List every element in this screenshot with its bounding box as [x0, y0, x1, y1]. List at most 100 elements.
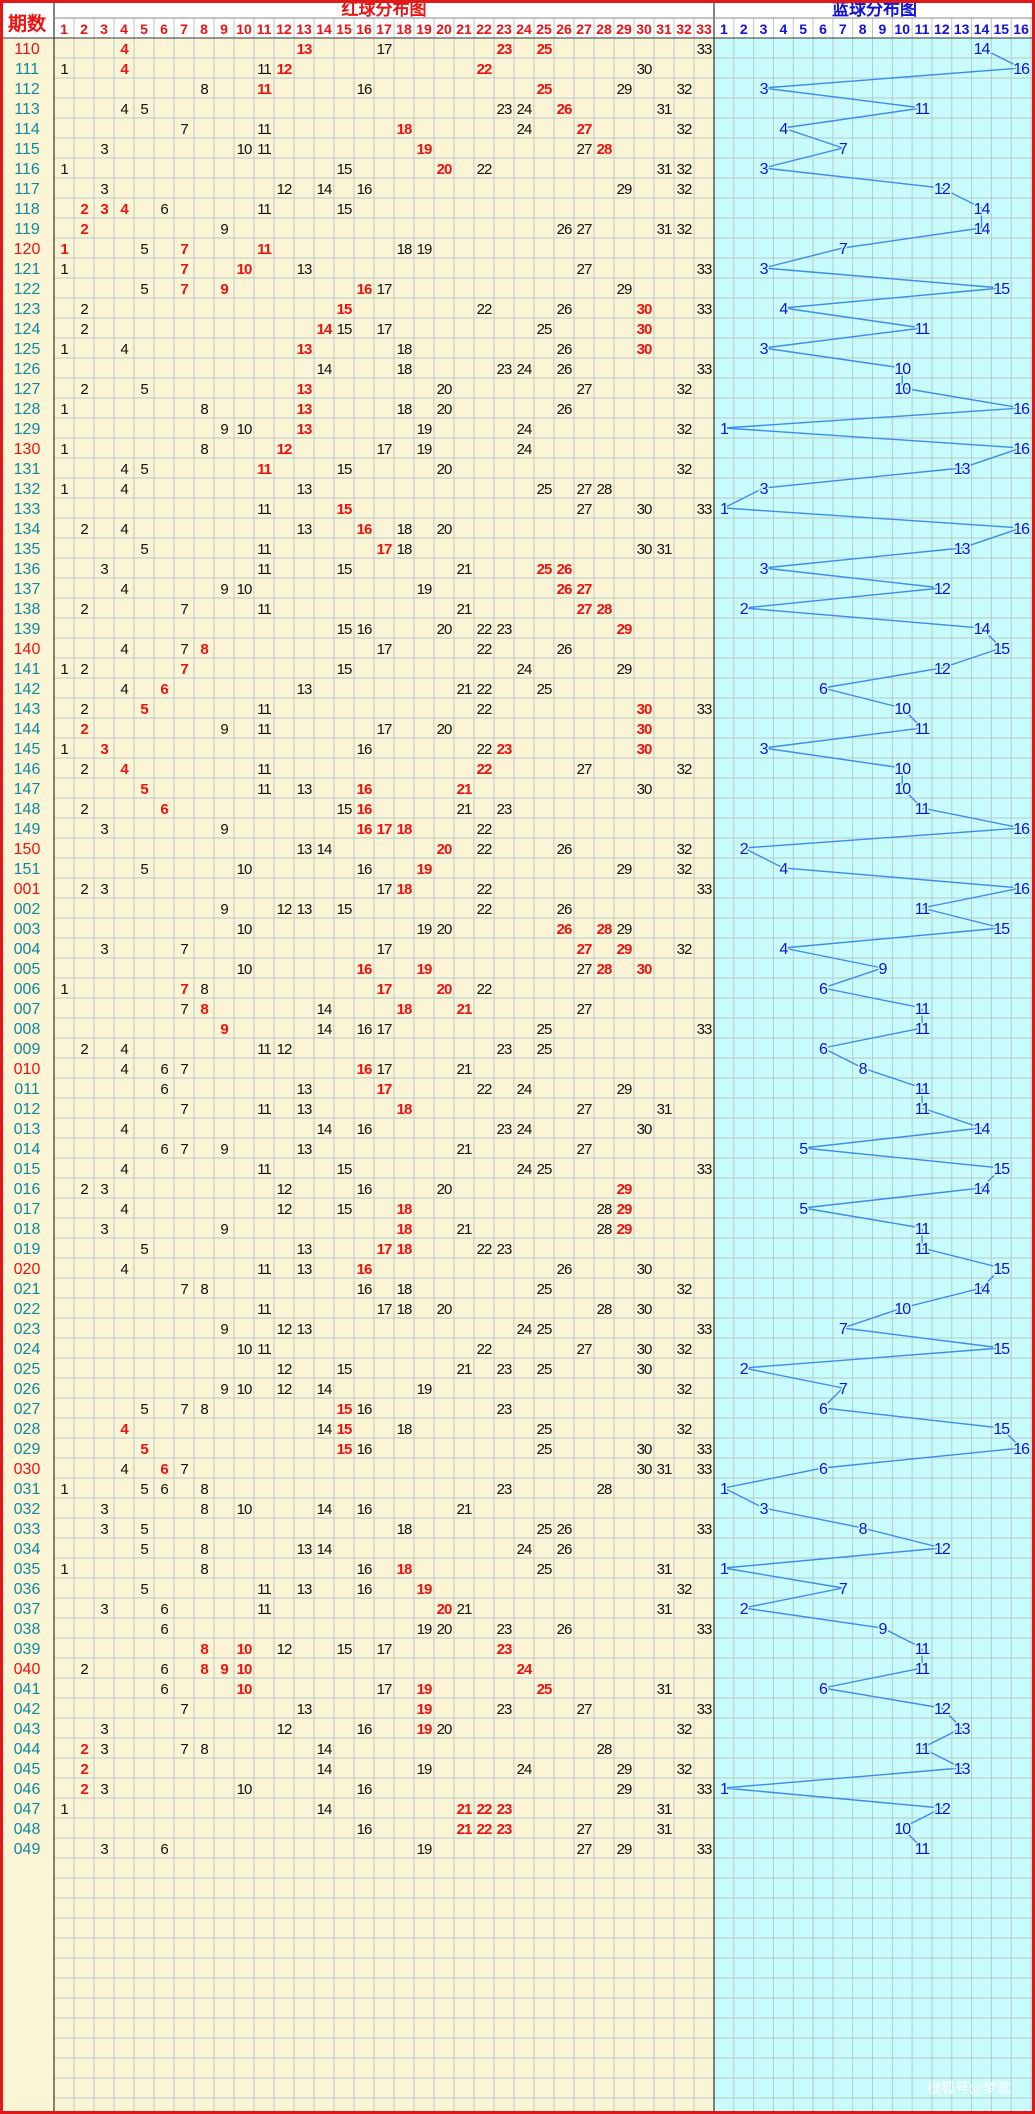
red-ball-number: 4: [120, 681, 128, 698]
red-ball-number: 21: [457, 681, 472, 698]
red-ball-number: 15: [337, 621, 352, 638]
red-ball-number: 13: [297, 1241, 312, 1258]
red-ball-number: 20: [437, 461, 452, 478]
red-ball-number: 4: [120, 761, 129, 778]
red-ball-number: 26: [557, 301, 572, 318]
red-ball-number: 29: [617, 921, 632, 938]
red-ball-number: 8: [200, 1641, 208, 1658]
red-ball-number: 15: [337, 561, 352, 578]
red-ball-number: 16: [357, 861, 372, 878]
red-ball-number: 32: [677, 221, 692, 238]
red-ball-number: 3: [100, 1181, 108, 1198]
red-ball-number: 21: [457, 1001, 472, 1018]
red-ball-number: 1: [60, 341, 68, 358]
red-ball-number: 29: [617, 621, 632, 638]
period-label: 118: [14, 201, 40, 218]
red-ball-number: 27: [577, 141, 592, 158]
blue-ball-number: 11: [915, 901, 931, 918]
red-ball-number: 29: [617, 1781, 632, 1798]
red-ball-number: 30: [637, 721, 652, 738]
period-label: 045: [14, 1761, 41, 1778]
blue-ball-number: 16: [1013, 521, 1030, 538]
red-ball-number: 33: [697, 501, 712, 518]
red-ball-number: 1: [60, 161, 68, 178]
period-label: 121: [14, 261, 41, 278]
period-label: 043: [14, 1721, 41, 1738]
red-ball-number: 9: [220, 281, 228, 298]
red-column-header: 26: [556, 21, 572, 37]
red-ball-number: 7: [180, 1401, 188, 1418]
red-ball-number: 25: [537, 1041, 552, 1058]
red-ball-number: 19: [417, 441, 432, 458]
red-ball-number: 11: [257, 1041, 271, 1058]
red-ball-number: 27: [577, 1141, 592, 1158]
red-ball-number: 25: [537, 1161, 552, 1178]
red-ball-number: 14: [317, 1381, 332, 1398]
red-ball-number: 7: [180, 641, 188, 658]
red-ball-number: 33: [697, 1161, 712, 1178]
period-label: 039: [14, 1641, 41, 1658]
red-column-header: 28: [596, 21, 612, 37]
red-ball-number: 25: [537, 481, 552, 498]
red-ball-number: 12: [277, 1641, 292, 1658]
red-ball-number: 10: [237, 1341, 252, 1358]
red-ball-number: 29: [617, 1181, 632, 1198]
blue-ball-number: 6: [819, 1461, 828, 1478]
blue-column-header: 8: [859, 21, 867, 37]
red-ball-number: 1: [60, 1481, 68, 1498]
red-ball-number: 11: [257, 81, 272, 98]
red-ball-number: 15: [337, 1421, 352, 1438]
red-ball-number: 2: [80, 761, 88, 778]
red-ball-number: 22: [477, 1241, 492, 1258]
red-ball-number: 11: [257, 1601, 271, 1618]
red-ball-number: 2: [80, 721, 88, 738]
red-ball-number: 17: [377, 1021, 392, 1038]
period-label: 002: [14, 901, 41, 918]
red-ball-number: 25: [537, 1421, 552, 1438]
red-ball-number: 10: [237, 1381, 252, 1398]
blue-ball-number: 14: [974, 1121, 991, 1138]
red-ball-number: 11: [257, 781, 271, 798]
red-column-header: 20: [436, 21, 452, 37]
red-ball-number: 12: [277, 1181, 292, 1198]
red-ball-number: 31: [657, 1461, 672, 1478]
blue-ball-number: 13: [954, 1721, 971, 1738]
red-ball-number: 30: [637, 321, 652, 338]
blue-column-header: 2: [740, 21, 748, 37]
red-ball-number: 19: [417, 961, 432, 978]
red-ball-number: 9: [220, 421, 228, 438]
period-label: 135: [14, 541, 41, 558]
blue-ball-number: 14: [974, 621, 991, 638]
period-label: 134: [14, 521, 41, 538]
blue-ball-number: 3: [760, 561, 769, 578]
red-ball-number: 11: [257, 121, 271, 138]
red-ball-number: 25: [537, 81, 552, 98]
red-ball-number: 5: [140, 1481, 148, 1498]
blue-ball-number: 15: [993, 641, 1010, 658]
red-ball-number: 6: [160, 1461, 168, 1478]
red-ball-number: 18: [397, 361, 412, 378]
red-ball-number: 28: [597, 921, 612, 938]
red-column-header: 2: [80, 21, 88, 37]
red-ball-number: 23: [497, 1361, 512, 1378]
red-ball-number: 23: [497, 1621, 512, 1638]
red-ball-number: 25: [537, 561, 552, 578]
red-ball-number: 27: [577, 1001, 592, 1018]
blue-ball-number: 12: [934, 581, 951, 598]
red-ball-number: 5: [140, 1401, 148, 1418]
red-ball-number: 16: [357, 81, 372, 98]
red-ball-number: 16: [357, 1281, 372, 1298]
period-label: 035: [14, 1561, 41, 1578]
period-label: 021: [14, 1281, 41, 1298]
blue-ball-number: 16: [1013, 401, 1030, 418]
red-ball-number: 7: [180, 281, 188, 298]
period-label: 024: [14, 1341, 41, 1358]
red-ball-number: 30: [637, 1301, 652, 1318]
red-ball-number: 14: [317, 1421, 332, 1438]
red-ball-number: 26: [557, 341, 572, 358]
red-ball-number: 11: [257, 141, 271, 158]
red-ball-number: 25: [537, 1021, 552, 1038]
blue-column-header: 1: [720, 21, 728, 37]
red-ball-number: 19: [417, 1621, 432, 1638]
